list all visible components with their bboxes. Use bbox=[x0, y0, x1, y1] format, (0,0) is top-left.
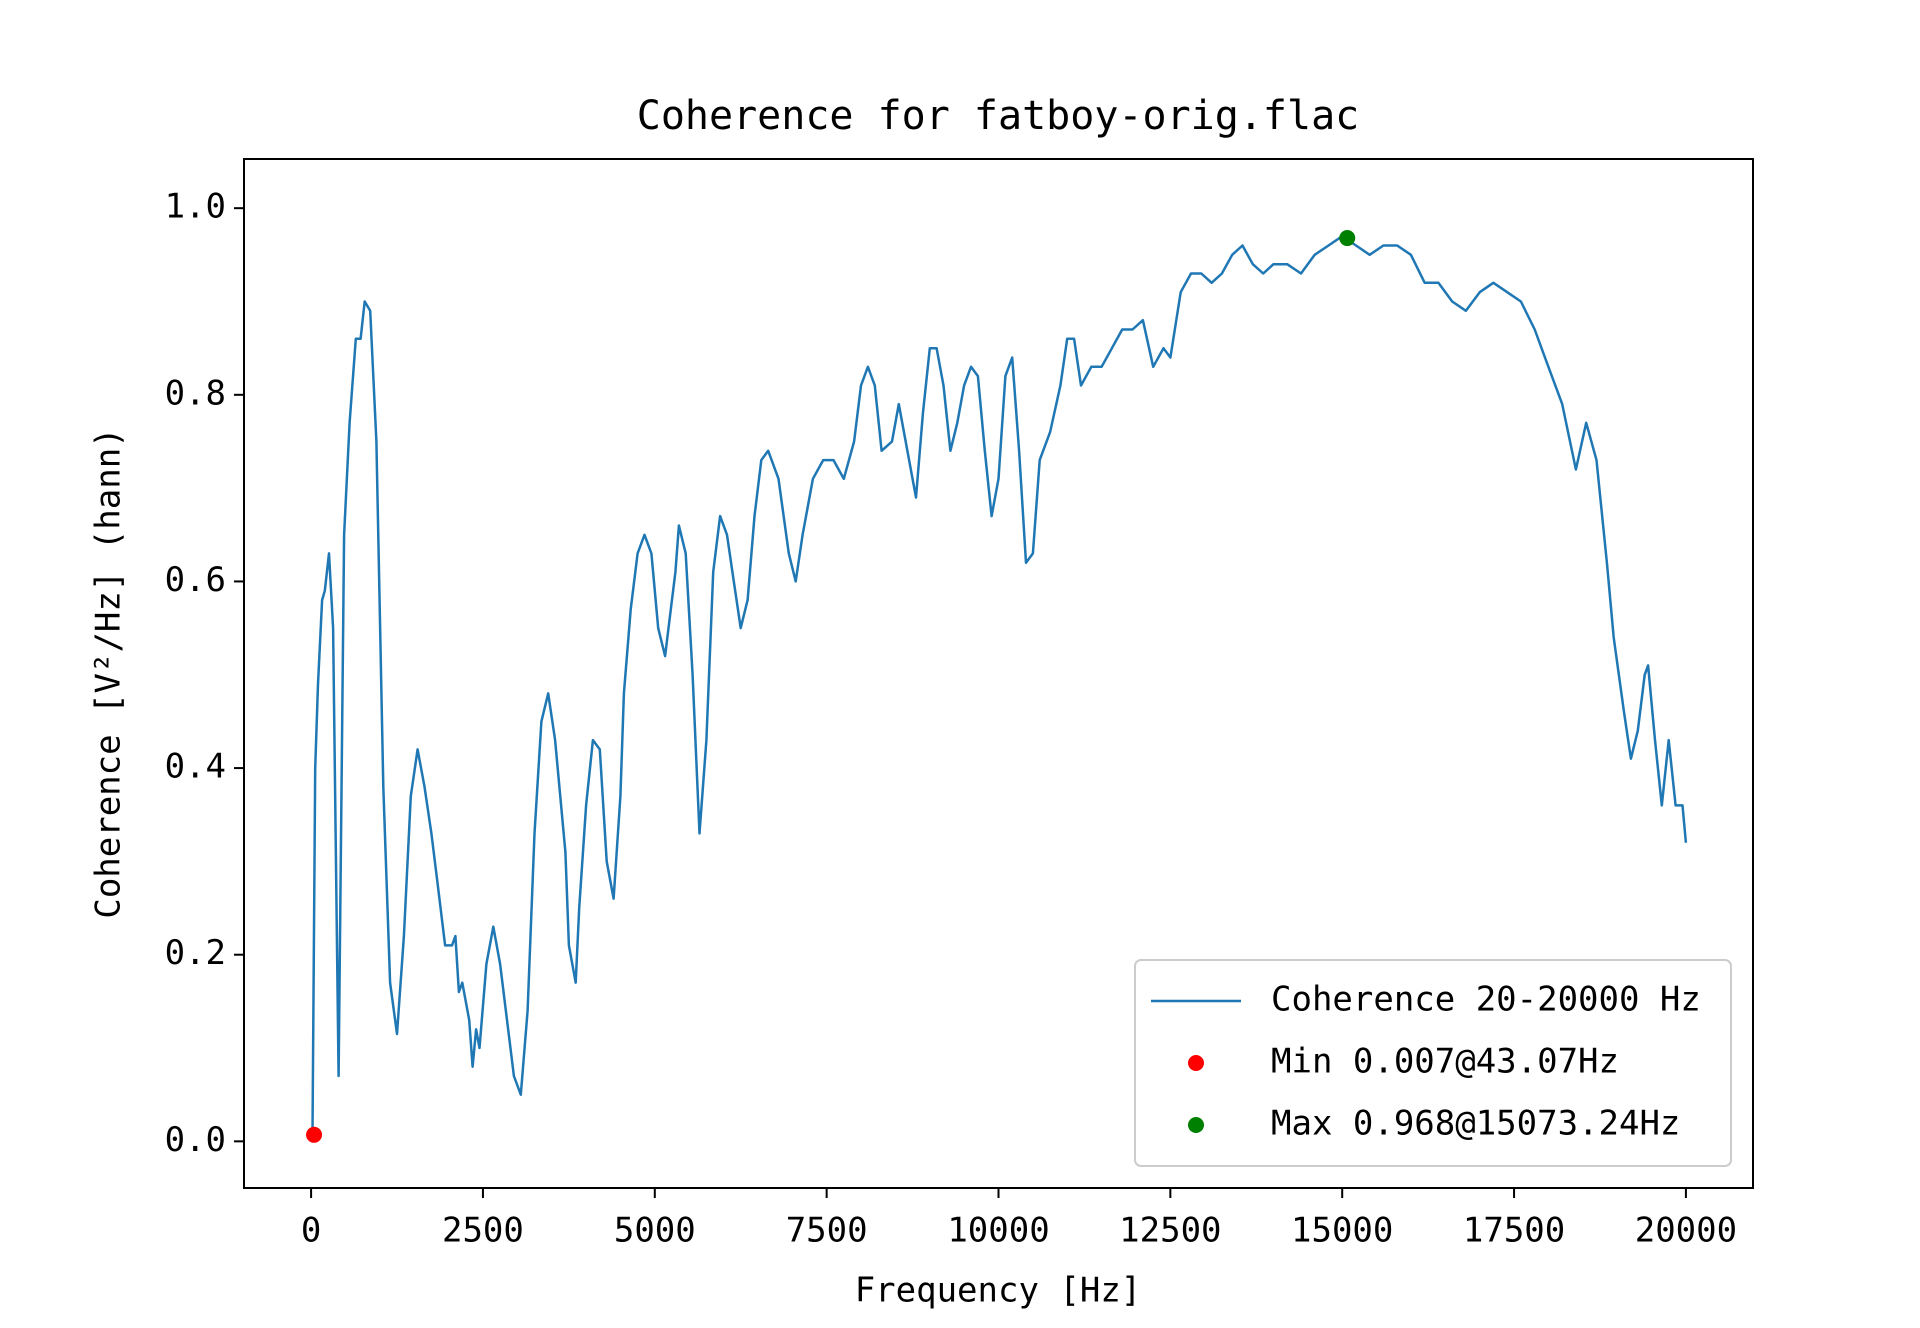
y-tick-label: 1.0 bbox=[165, 187, 226, 227]
legend-swatch bbox=[1188, 1055, 1204, 1071]
x-tick-label: 7500 bbox=[786, 1211, 868, 1251]
legend-label: Max 0.968@15073.24Hz bbox=[1271, 1104, 1680, 1144]
x-axis-label: Frequency [Hz] bbox=[855, 1271, 1142, 1311]
y-tick-label: 0.6 bbox=[165, 560, 226, 600]
data-point bbox=[1339, 230, 1356, 247]
x-tick-label: 2500 bbox=[442, 1211, 524, 1251]
legend-label: Coherence 20-20000 Hz bbox=[1271, 980, 1701, 1020]
data-point bbox=[306, 1126, 323, 1143]
y-tick-label: 0.0 bbox=[165, 1120, 226, 1160]
x-tick-label: 12500 bbox=[1119, 1211, 1221, 1251]
x-tick-label: 10000 bbox=[947, 1211, 1049, 1251]
x-tick-label: 0 bbox=[301, 1211, 321, 1251]
x-tick-label: 20000 bbox=[1635, 1211, 1737, 1251]
x-tick-label: 17500 bbox=[1463, 1211, 1565, 1251]
x-tick-label: 5000 bbox=[614, 1211, 696, 1251]
y-tick-label: 0.4 bbox=[165, 747, 226, 787]
chart-title: Coherence for fatboy-orig.flac bbox=[637, 93, 1359, 139]
data-line bbox=[311, 234, 1688, 1133]
y-tick-label: 0.2 bbox=[165, 933, 226, 973]
legend: Coherence 20-20000 Hz Min 0.007@43.07Hz Ma… bbox=[1134, 959, 1732, 1167]
legend-box bbox=[1134, 959, 1732, 1167]
plot-frame bbox=[243, 158, 1754, 1189]
y-axis-label: Coherence [V²/Hz] (hann) bbox=[89, 427, 129, 918]
x-tick-label: 15000 bbox=[1291, 1211, 1393, 1251]
y-tick-label: 0.8 bbox=[165, 373, 226, 413]
legend-swatch bbox=[1188, 1117, 1204, 1133]
legend-label: Min 0.007@43.07Hz bbox=[1271, 1042, 1619, 1082]
